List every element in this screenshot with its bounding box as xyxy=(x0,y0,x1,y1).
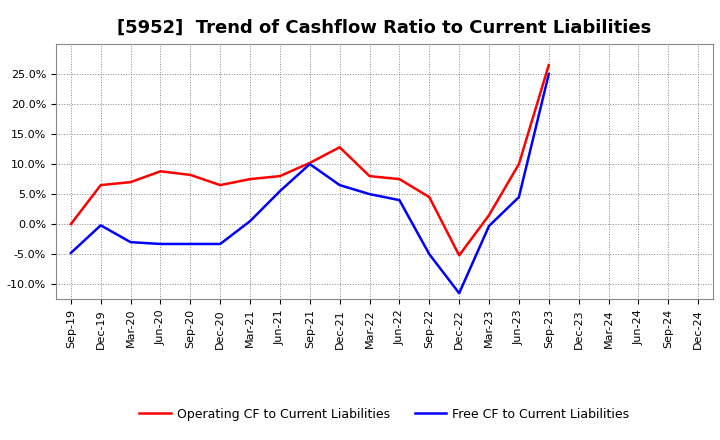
Free CF to Current Liabilities xyxy=(305,161,314,167)
Operating CF to Current Liabilities xyxy=(336,145,344,150)
Free CF to Current Liabilities xyxy=(216,241,225,246)
Operating CF to Current Liabilities xyxy=(156,169,165,174)
Free CF to Current Liabilities xyxy=(455,290,464,296)
Free CF to Current Liabilities xyxy=(66,250,75,256)
Operating CF to Current Liabilities xyxy=(425,194,433,200)
Operating CF to Current Liabilities xyxy=(246,176,254,182)
Legend: Operating CF to Current Liabilities, Free CF to Current Liabilities: Operating CF to Current Liabilities, Fre… xyxy=(135,403,634,425)
Free CF to Current Liabilities xyxy=(276,188,284,194)
Operating CF to Current Liabilities xyxy=(126,180,135,185)
Operating CF to Current Liabilities xyxy=(455,253,464,258)
Free CF to Current Liabilities xyxy=(485,224,493,229)
Free CF to Current Liabilities xyxy=(544,71,553,77)
Operating CF to Current Liabilities xyxy=(365,173,374,179)
Operating CF to Current Liabilities xyxy=(186,172,194,178)
Free CF to Current Liabilities xyxy=(515,194,523,200)
Free CF to Current Liabilities xyxy=(96,223,105,228)
Operating CF to Current Liabilities xyxy=(276,173,284,179)
Title: [5952]  Trend of Cashflow Ratio to Current Liabilities: [5952] Trend of Cashflow Ratio to Curren… xyxy=(117,19,652,37)
Free CF to Current Liabilities xyxy=(365,191,374,197)
Operating CF to Current Liabilities xyxy=(216,183,225,188)
Free CF to Current Liabilities xyxy=(425,252,433,257)
Operating CF to Current Liabilities xyxy=(305,160,314,165)
Operating CF to Current Liabilities xyxy=(66,221,75,227)
Free CF to Current Liabilities xyxy=(156,241,165,246)
Line: Operating CF to Current Liabilities: Operating CF to Current Liabilities xyxy=(71,65,549,255)
Line: Free CF to Current Liabilities: Free CF to Current Liabilities xyxy=(71,74,549,293)
Operating CF to Current Liabilities xyxy=(485,213,493,218)
Operating CF to Current Liabilities xyxy=(515,161,523,167)
Operating CF to Current Liabilities xyxy=(96,183,105,188)
Free CF to Current Liabilities xyxy=(186,241,194,246)
Operating CF to Current Liabilities xyxy=(544,62,553,68)
Free CF to Current Liabilities xyxy=(246,219,254,224)
Operating CF to Current Liabilities xyxy=(395,176,404,182)
Free CF to Current Liabilities xyxy=(126,239,135,245)
Free CF to Current Liabilities xyxy=(336,183,344,188)
Free CF to Current Liabilities xyxy=(395,198,404,203)
